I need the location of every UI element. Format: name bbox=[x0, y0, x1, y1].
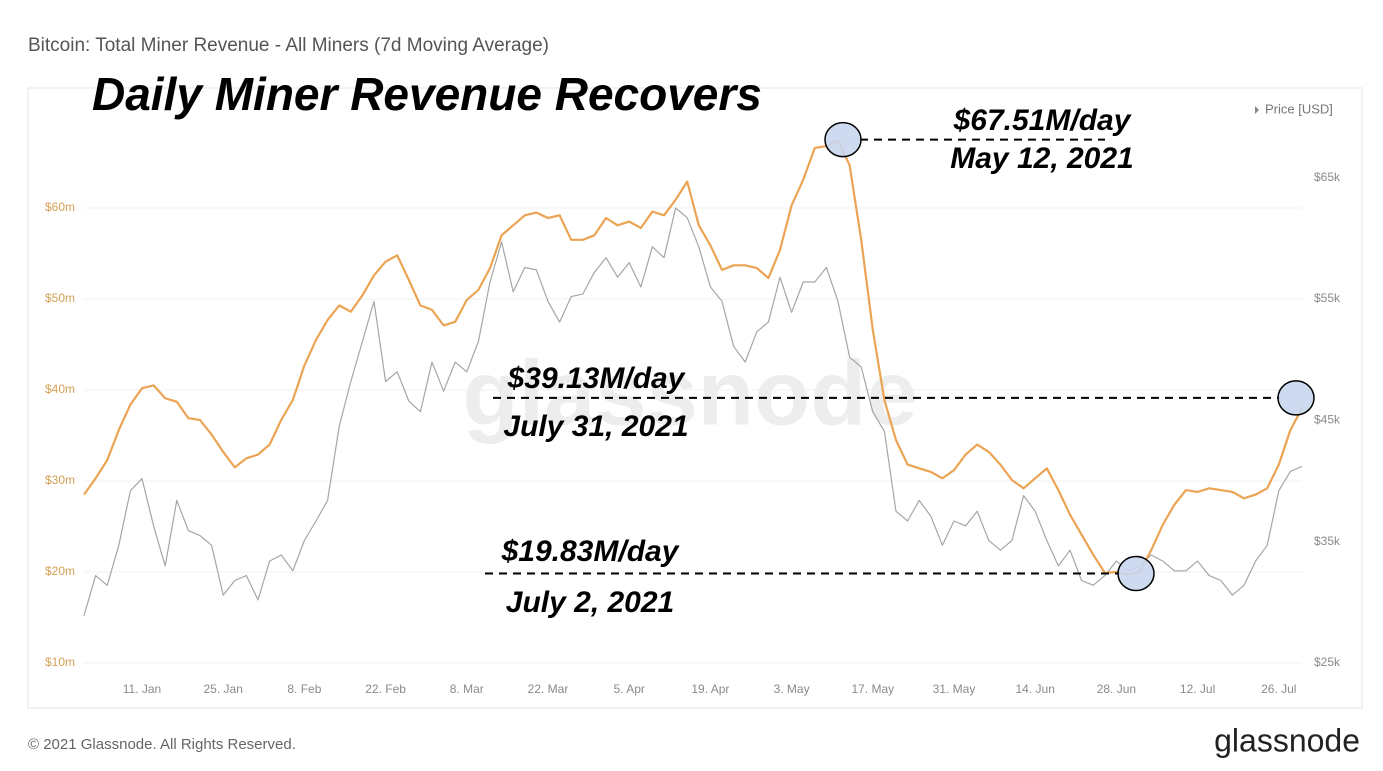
legend-icon bbox=[1255, 106, 1259, 114]
x-tick-label: 31. May bbox=[933, 682, 976, 696]
x-tick-label: 25. Jan bbox=[204, 682, 243, 696]
x-tick-label: 22. Feb bbox=[365, 682, 406, 696]
x-tick-label: 12. Jul bbox=[1180, 682, 1215, 696]
x-tick-label: 5. Apr bbox=[614, 682, 645, 696]
annotation-date: July 2, 2021 bbox=[506, 586, 674, 619]
x-tick-label: 14. Jun bbox=[1016, 682, 1055, 696]
y-tick-label: $40m bbox=[45, 382, 75, 396]
y-tick-label: $60m bbox=[45, 200, 75, 214]
y-tick-label: $50m bbox=[45, 291, 75, 305]
x-tick-label: 8. Mar bbox=[450, 682, 484, 696]
x-tick-label: 22. Mar bbox=[528, 682, 569, 696]
annotation-date: May 12, 2021 bbox=[950, 142, 1133, 175]
x-tick-label: 28. Jun bbox=[1097, 682, 1136, 696]
y2-tick-label: $35k bbox=[1314, 534, 1341, 548]
brand-logo: glassnode bbox=[1214, 722, 1360, 758]
x-tick-label: 11. Jan bbox=[123, 682, 161, 696]
headline: Daily Miner Revenue Recovers bbox=[92, 68, 762, 120]
chart-title: Bitcoin: Total Miner Revenue - All Miner… bbox=[28, 35, 549, 56]
x-tick-label: 19. Apr bbox=[691, 682, 729, 696]
watermark: glassnode bbox=[462, 342, 917, 444]
annotation-value: $19.83M/day bbox=[501, 535, 680, 568]
x-tick-label: 17. May bbox=[851, 682, 894, 696]
plot: $10m $20m $30m $40m $50m $60m $25k $35k $45k $55k… bbox=[45, 101, 1341, 696]
y-tick-label: $30m bbox=[45, 473, 75, 487]
x-tick-label: 8. Feb bbox=[287, 682, 321, 696]
annotation-circle bbox=[1117, 555, 1155, 592]
y-tick-label: $20m bbox=[45, 564, 75, 578]
annotation-value: $67.51M/day bbox=[953, 104, 1132, 137]
series-line bbox=[83, 207, 1303, 616]
annotation-date: July 31, 2021 bbox=[503, 410, 688, 443]
y2-tick-label: $45k bbox=[1314, 413, 1341, 427]
annotation-circle bbox=[1277, 380, 1315, 416]
legend-label: Price [USD] bbox=[1265, 101, 1333, 116]
footer: © 2021 Glassnode. All Rights Reserved. bbox=[28, 736, 296, 753]
x-tick-label: 3. May bbox=[774, 682, 810, 696]
y-tick-label: $10m bbox=[45, 655, 75, 669]
y2-tick-label: $65k bbox=[1314, 170, 1341, 184]
x-tick-label: 26. Jul bbox=[1261, 682, 1296, 696]
y2-tick-label: $55k bbox=[1314, 291, 1341, 305]
annotation-circle bbox=[824, 121, 862, 158]
y2-tick-label: $25k bbox=[1314, 655, 1341, 669]
series-line bbox=[83, 139, 1303, 576]
annotation-value: $39.13M/day bbox=[507, 362, 686, 395]
